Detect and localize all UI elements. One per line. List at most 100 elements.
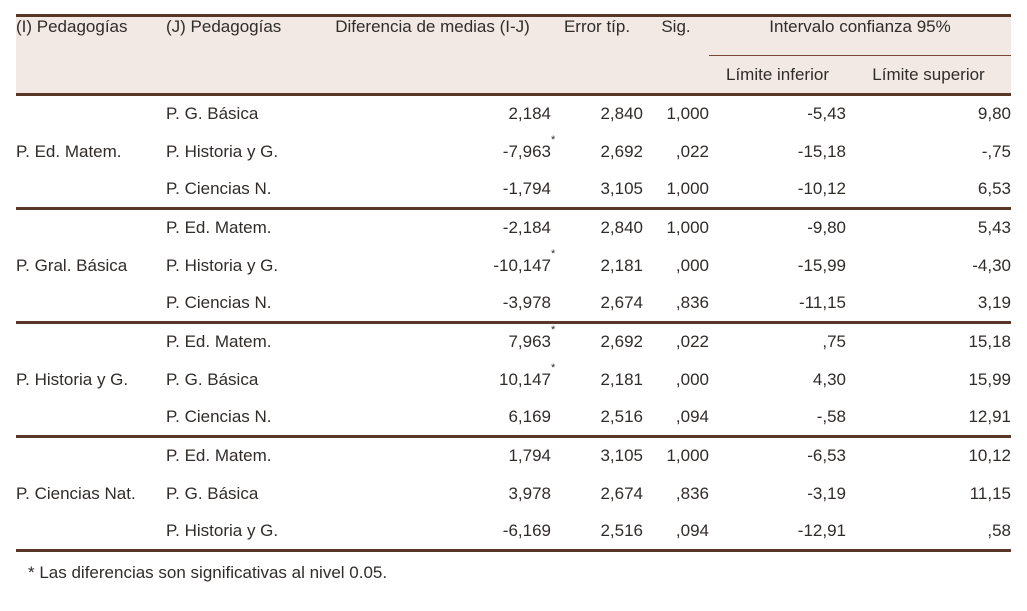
- upper-bound-value: 11,15: [969, 483, 1012, 503]
- table-row: P. Ed. Matem. P. G. Básica 2,184 2,840 1,000…: [16, 94, 1012, 210]
- sig-value: ,000: [675, 369, 709, 389]
- table-row: P. Ciencias N. -1,794 3,105 1,000 -10,12 6,53: [16, 170, 1012, 210]
- upper-bound-value: 3,19: [846, 284, 1012, 324]
- sig-value: ,022: [675, 332, 709, 352]
- lower-bound-value: -15,18: [797, 141, 846, 161]
- lower-bound-value: -10,12: [709, 170, 846, 210]
- header-row-sub: Límite inferior Límite superior: [16, 55, 1012, 96]
- mean-difference-value: 3,978: [508, 483, 551, 503]
- upper-bound-value: ,58: [846, 512, 1012, 552]
- table-row: P. Historia y G. -7,963 * 2,692 ,022 -15,18 -,…: [16, 133, 1011, 171]
- significance-footnote: * Las diferencias son significativas al …: [28, 563, 388, 582]
- col-header-sig: Sig.: [643, 15, 709, 96]
- sig-value: 1,000: [666, 104, 709, 124]
- col-header-diferencia-medias: Diferencia de medias (I-J): [314, 15, 551, 96]
- mean-difference-value: 10,147 *: [499, 361, 556, 389]
- sig-value: ,836: [643, 284, 709, 324]
- lower-bound-value: -5,43: [807, 104, 846, 124]
- row-j-label: P. G. Básica: [166, 483, 259, 503]
- std-error-value: 2,181: [600, 255, 643, 275]
- upper-bound-value: -4,30: [972, 255, 1012, 275]
- lower-bound-value: -11,15: [709, 284, 846, 324]
- significance-asterisk: *: [551, 324, 556, 337]
- std-error-value: 2,840: [600, 218, 643, 238]
- sig-value: ,094: [643, 398, 709, 438]
- table-row: P. Gral. Básica P. Ed. Matem. -2,184 2,840 1…: [16, 208, 1012, 324]
- sig-value: 1,000: [666, 218, 709, 238]
- lower-bound-value: -,58: [709, 398, 846, 438]
- header-row-main: (I) Pedagogías (J) Pedagogías Diferencia…: [16, 15, 1012, 96]
- col-header-limite-superior: Límite superior: [846, 55, 1012, 96]
- table-header: (I) Pedagogías (J) Pedagogías Diferencia…: [16, 15, 1012, 96]
- row-j-label: P. Historia y G.: [166, 512, 314, 552]
- row-j-label: P. G. Básica: [166, 369, 259, 389]
- table-body: P. Ed. Matem. P. G. Básica 2,184 2,840 1,000…: [16, 94, 1012, 552]
- table-row: P. Historia y G. -10,147 * 2,181 ,000 -15,99 -…: [16, 247, 1011, 285]
- sig-value: 1,000: [666, 446, 709, 466]
- std-error-value: 2,692: [600, 332, 643, 352]
- table-row: P. Historia y G. -6,169 2,516,094 -12,91,58: [16, 512, 1012, 552]
- group-i-label: P. Historia y G.: [16, 322, 166, 438]
- lower-bound-value: 4,30: [812, 369, 846, 389]
- col-header-limite-inferior: Límite inferior: [709, 55, 846, 96]
- table-row: P. Ciencias Nat. P. Ed. Matem. 1,794 3,105 1…: [16, 436, 1012, 552]
- sig-value: ,000: [675, 255, 709, 275]
- upper-bound-value: 10,12: [968, 446, 1012, 466]
- std-error-value: 2,692: [600, 141, 643, 161]
- row-j-label: P. Historia y G.: [166, 141, 279, 161]
- sig-value: ,094: [643, 512, 709, 552]
- row-j-label: P. G. Básica: [166, 104, 259, 124]
- sig-value: ,022: [675, 141, 709, 161]
- col-header-error-tipico: Error típ.: [551, 15, 643, 96]
- std-error-value: 3,105: [600, 446, 643, 466]
- significance-asterisk: *: [551, 361, 556, 374]
- mean-difference-value: -3,978: [314, 284, 551, 324]
- std-error-value: 2,674: [551, 284, 643, 324]
- upper-bound-value: 15,18: [968, 332, 1012, 352]
- std-error-value: 2,840: [600, 104, 643, 124]
- mean-difference-value: 7,963 *: [508, 324, 556, 352]
- posthoc-comparisons-table: (I) Pedagogías (J) Pedagogías Diferencia…: [16, 14, 1012, 552]
- mean-difference-value: -7,963 *: [502, 133, 556, 161]
- group-i-label: P. Gral. Básica: [16, 208, 166, 324]
- row-j-label: P. Ciencias N.: [166, 284, 314, 324]
- mean-difference-value: 1,794: [508, 446, 551, 466]
- lower-bound-value: -9,80: [807, 218, 846, 238]
- mean-difference-value: -10,147 *: [493, 247, 556, 275]
- col-header-i-pedagogias: (I) Pedagogías: [16, 15, 166, 96]
- std-error-value: 2,674: [600, 483, 643, 503]
- sig-value: 1,000: [643, 170, 709, 210]
- upper-bound-value: -,75: [981, 141, 1012, 161]
- row-j-label: P. Ciencias N.: [166, 170, 314, 210]
- upper-bound-value: 9,80: [977, 104, 1012, 124]
- mean-difference-value: -6,169: [314, 512, 551, 552]
- lower-bound-value: -3,19: [807, 483, 846, 503]
- lower-bound-value: -15,99: [797, 255, 846, 275]
- lower-bound-value: -6,53: [807, 446, 846, 466]
- upper-bound-value: 12,91: [846, 398, 1012, 438]
- upper-bound-value: 5,43: [977, 218, 1012, 238]
- table-row: P. G. Básica 3,978 2,674 ,836 -3,19 11,15: [16, 475, 1011, 513]
- upper-bound-value: 6,53: [846, 170, 1012, 210]
- row-j-label: P. Ed. Matem.: [166, 332, 272, 352]
- lower-bound-value: ,75: [822, 332, 846, 352]
- table-row: P. Ciencias N. -3,978 2,674,836 -11,15 3,19: [16, 284, 1012, 324]
- table-row: P. G. Básica 10,147 * 2,181 ,000 4,30 15,99: [16, 361, 1011, 399]
- row-j-label: P. Historia y G.: [166, 255, 279, 275]
- col-header-j-pedagogias: (J) Pedagogías: [166, 15, 314, 96]
- significance-asterisk: *: [551, 247, 556, 260]
- std-error-value: 2,516: [551, 398, 643, 438]
- row-j-label: P. Ciencias N.: [166, 398, 314, 438]
- table-row: P. Historia y G. P. Ed. Matem. 7,963 * 2,692…: [16, 322, 1012, 438]
- group-i-label: P. Ciencias Nat.: [16, 436, 166, 552]
- table-row: P. Ciencias N. 6,169 2,516,094 -,58 12,91: [16, 398, 1012, 438]
- row-j-label: P. Ed. Matem.: [166, 446, 272, 466]
- mean-difference-value: -1,794: [314, 170, 551, 210]
- sig-value: ,836: [675, 483, 709, 503]
- mean-difference-value: 6,169: [314, 398, 551, 438]
- upper-bound-value: 15,99: [968, 369, 1012, 389]
- lower-bound-value: -12,91: [709, 512, 846, 552]
- mean-difference-value: 2,184: [508, 104, 551, 124]
- std-error-value: 3,105: [551, 170, 643, 210]
- row-j-label: P. Ed. Matem.: [166, 218, 272, 238]
